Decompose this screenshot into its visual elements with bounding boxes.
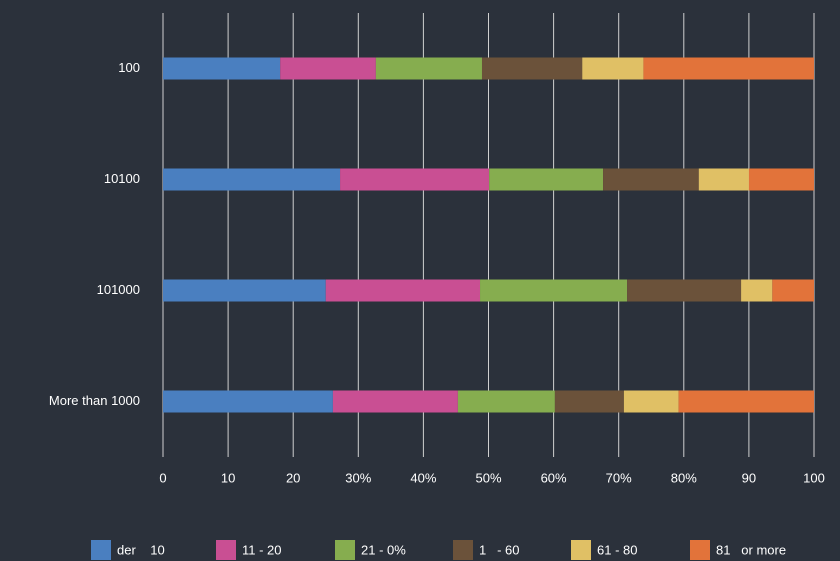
y-tick-label: More than 1000 (49, 393, 140, 408)
x-tick-label: 80% (671, 470, 697, 485)
x-tick-label: 100 (803, 470, 825, 485)
bar-segment (643, 57, 814, 80)
x-tick-label: 90 (742, 470, 756, 485)
bar-segment (554, 390, 624, 413)
x-tick-label: 40% (410, 470, 436, 485)
x-tick-label: 50% (475, 470, 501, 485)
bar-segment (489, 168, 604, 191)
legend-swatch (335, 540, 355, 560)
legend-swatch (216, 540, 236, 560)
bar-segment (457, 390, 555, 413)
bar-segment (375, 57, 482, 80)
legend-swatch (690, 540, 710, 560)
bar-segment (163, 168, 341, 191)
x-tick-label: 70% (606, 470, 632, 485)
legend-swatch (91, 540, 111, 560)
y-tick-label: 10100 (104, 171, 140, 186)
bar-segment (163, 279, 326, 302)
legend-label: 81 or more (716, 542, 786, 557)
y-tick-label: 100 (118, 60, 140, 75)
bar-segment (772, 279, 814, 302)
x-tick-label: 10 (221, 470, 235, 485)
legend-label: der 10 (117, 542, 165, 557)
bar-segment (582, 57, 644, 80)
legend-swatch (453, 540, 473, 560)
bar-segment (280, 57, 376, 80)
bar-segment (325, 279, 481, 302)
bar-segment (480, 279, 628, 302)
bar-segment (627, 279, 742, 302)
bar-segment (678, 390, 814, 413)
x-tick-label: 60% (541, 470, 567, 485)
bar-segment (332, 390, 458, 413)
y-tick-label: 101000 (97, 282, 140, 297)
x-tick-label: 30% (345, 470, 371, 485)
legend-label: 11 - 20 (242, 542, 282, 557)
legend-label: 1 - 60 (479, 542, 519, 557)
bar-segment (623, 390, 679, 413)
bar-segment (698, 168, 749, 191)
bar-segment (748, 168, 814, 191)
legend-swatch (571, 540, 591, 560)
bar-segment (481, 57, 583, 80)
legend-label: 21 - 0% (361, 542, 406, 557)
bar-segment (163, 390, 333, 413)
bar-segment (163, 57, 281, 80)
bar-segment (603, 168, 699, 191)
legend-label: 61 - 80 (597, 542, 637, 557)
x-tick-label: 0 (159, 470, 166, 485)
x-tick-label: 20 (286, 470, 300, 485)
bar-segment (741, 279, 773, 302)
bar-segment (340, 168, 490, 191)
